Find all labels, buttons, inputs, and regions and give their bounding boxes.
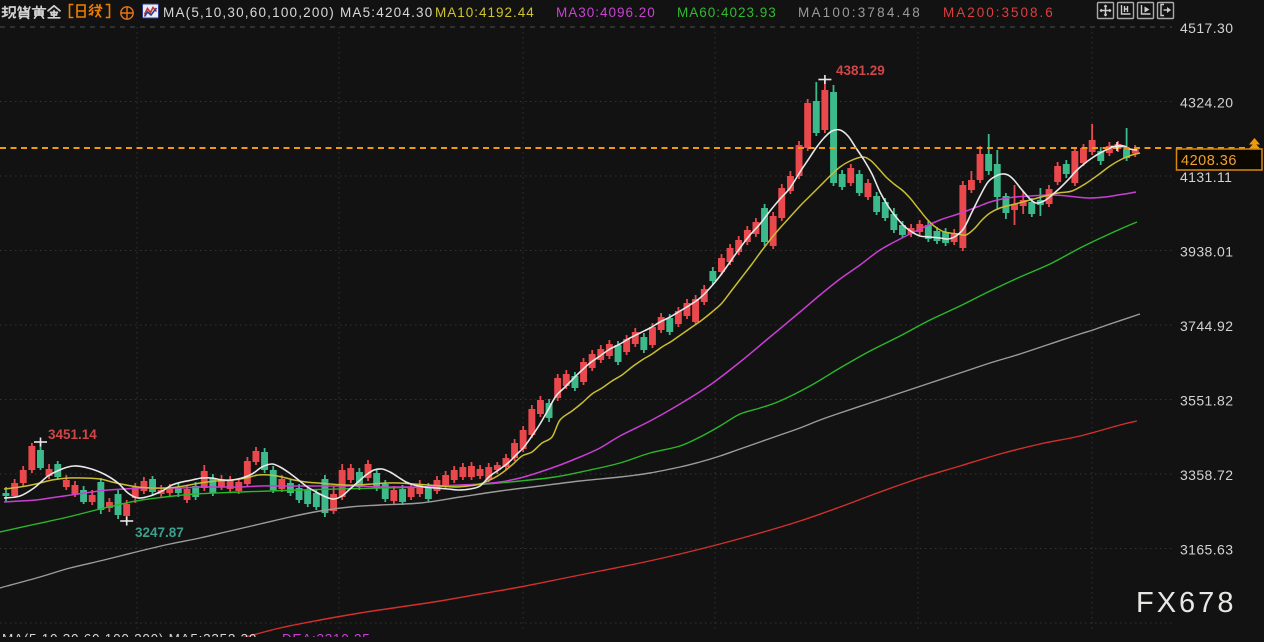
- svg-text:MA(5,10,30,60,100,200) MA5:335: MA(5,10,30,60,100,200) MA5:3352.30: [2, 632, 257, 638]
- svg-text:3247.87: 3247.87: [135, 525, 184, 540]
- svg-text:MA30:4096.20: MA30:4096.20: [556, 5, 656, 20]
- svg-text:MA10:4192.44: MA10:4192.44: [435, 5, 535, 20]
- svg-text:4131.11: 4131.11: [1180, 169, 1232, 185]
- svg-text:MA60:4023.93: MA60:4023.93: [677, 5, 777, 20]
- svg-text:DEA:3310.25: DEA:3310.25: [282, 632, 371, 638]
- svg-text:3938.01: 3938.01: [1180, 244, 1233, 260]
- svg-text:3358.72: 3358.72: [1180, 467, 1233, 483]
- svg-text:3551.82: 3551.82: [1180, 393, 1233, 409]
- svg-text:3165.63: 3165.63: [1180, 542, 1233, 558]
- svg-text:FX678: FX678: [1136, 587, 1236, 619]
- svg-text:4324.20: 4324.20: [1180, 95, 1233, 111]
- svg-text:MA200:3508.6: MA200:3508.6: [943, 5, 1055, 20]
- svg-text:MA(5,10,30,60,100,200) MA5:420: MA(5,10,30,60,100,200) MA5:4204.30: [163, 5, 433, 20]
- svg-text:MA100:3784.48: MA100:3784.48: [798, 5, 922, 20]
- svg-text:3744.92: 3744.92: [1180, 318, 1233, 334]
- svg-text:3451.14: 3451.14: [48, 427, 97, 442]
- svg-text:4381.29: 4381.29: [836, 63, 885, 78]
- svg-text:4517.30: 4517.30: [1180, 20, 1233, 36]
- svg-text:4208.36: 4208.36: [1181, 153, 1237, 169]
